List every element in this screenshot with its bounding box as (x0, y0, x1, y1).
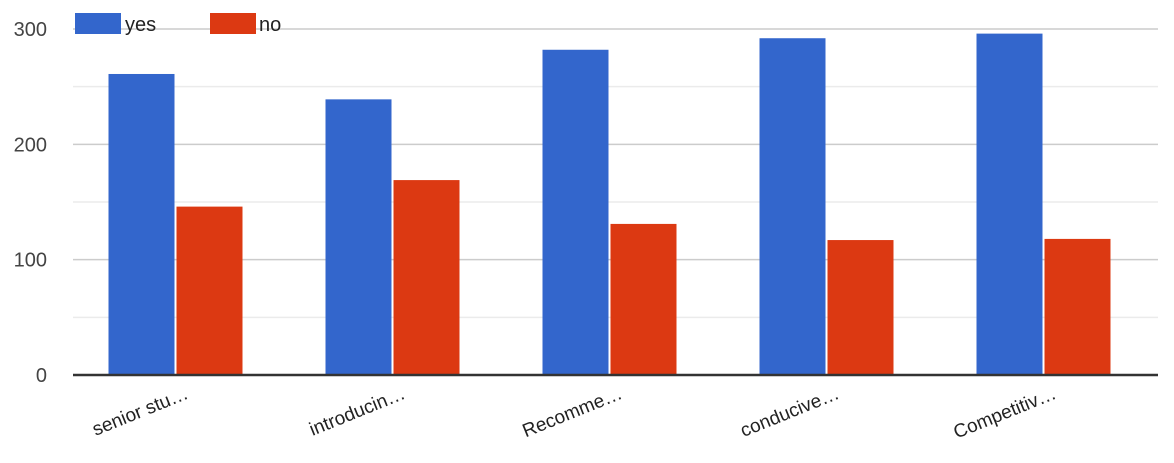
bar-yes-2 (542, 49, 609, 375)
x-category-label: introducin… (306, 383, 408, 440)
bar-no-2 (610, 223, 677, 375)
bar-no-0 (176, 206, 243, 375)
bar-no-4 (1044, 238, 1111, 375)
bar-yes-1 (325, 99, 392, 375)
legend-label-no: no (259, 14, 281, 36)
legend: yes no (75, 13, 281, 36)
x-category-label: Recomme… (520, 383, 626, 442)
bar-yes-4 (976, 33, 1043, 375)
x-category-label: Competitiv… (951, 383, 1060, 443)
legend-label-yes: yes (125, 14, 156, 36)
y-tick-label: 300 (14, 19, 47, 41)
legend-swatch-yes (75, 13, 121, 34)
y-tick-label: 200 (14, 134, 47, 156)
bar-yes-3 (759, 38, 826, 376)
bars (108, 33, 1111, 376)
bar-no-1 (393, 180, 460, 375)
x-category-label: senior stu… (90, 383, 192, 440)
y-axis-ticks: 0 100 200 300 (14, 19, 47, 387)
legend-swatch-no (210, 13, 256, 34)
bar-yes-0 (108, 73, 175, 375)
x-axis-category-labels: senior stu… introducin… Recomme… conducive…… (90, 383, 1060, 443)
y-tick-label: 0 (36, 365, 47, 387)
y-tick-label: 100 (14, 250, 47, 272)
bar-no-3 (827, 240, 894, 375)
x-category-label: conducive… (738, 383, 843, 442)
